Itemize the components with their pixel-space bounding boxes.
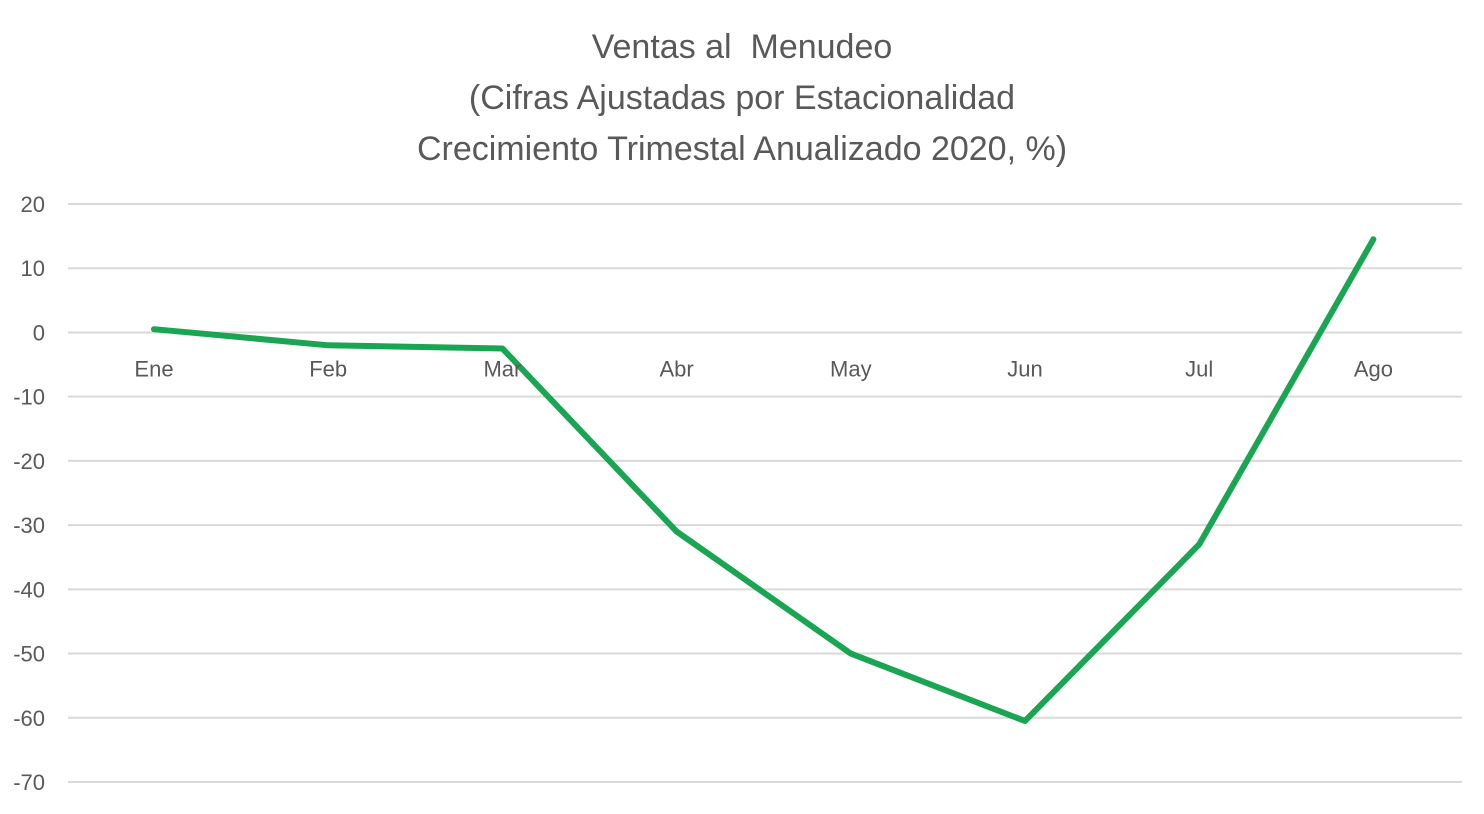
y-tick-label: -10: [13, 385, 45, 410]
y-tick-label: 10: [21, 256, 45, 281]
chart-title: Ventas al Menudeo (Cifras Ajustadas por …: [0, 22, 1484, 175]
x-tick-label-feb: Feb: [309, 356, 347, 381]
y-tick-label: -20: [13, 449, 45, 474]
x-tick-label-abr: Abr: [659, 356, 693, 381]
y-tick-label: -60: [13, 706, 45, 731]
series-lines: [151, 236, 1377, 724]
y-tick-label: -30: [13, 513, 45, 538]
x-tick-label-ago: Ago: [1354, 356, 1393, 381]
y-tick-label: 20: [21, 192, 45, 217]
x-tick-label-jul: Jul: [1185, 356, 1213, 381]
x-tick-label-may: May: [830, 356, 872, 381]
x-axis-tick-labels: Ene Feb Mar Abr May Jun Jul Ago: [134, 356, 1393, 381]
y-tick-label: 0: [33, 320, 45, 345]
x-tick-label-mar: Mar: [483, 356, 521, 381]
y-tick-label: -70: [13, 770, 45, 795]
chart-title-line-1: Ventas al Menudeo: [591, 28, 893, 66]
y-tick-label: -50: [13, 642, 45, 667]
x-tick-label-ene: Ene: [134, 356, 173, 381]
chart-title-line-2: (Cifras Ajustadas por Estacionalidad: [468, 79, 1016, 117]
chart-title-line-3: Crecimiento Trimestal Anualizado 2020, %…: [416, 130, 1068, 168]
gridlines: [68, 203, 1462, 783]
y-tick-label: -40: [13, 577, 45, 602]
series-line-0: [151, 236, 1377, 724]
y-axis-tick-labels: 20 10 0 -10 -20 -30 -40 -50 -60 -70: [13, 192, 45, 795]
x-tick-label-jun: Jun: [1007, 356, 1042, 381]
